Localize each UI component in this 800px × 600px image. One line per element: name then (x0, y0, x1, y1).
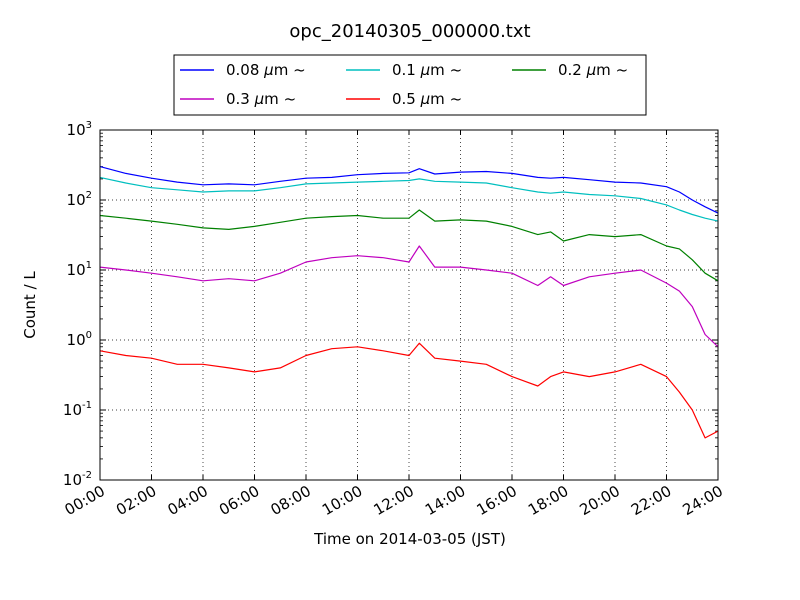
y-tick-label: 10-1 (63, 400, 92, 419)
x-tick-label: 08:00 (268, 482, 314, 519)
x-tick-label: 10:00 (319, 482, 365, 519)
series-line-4 (99, 342, 719, 439)
x-tick-label: 14:00 (422, 482, 468, 519)
x-axis-label: Time on 2014-03-05 (JST) (313, 530, 506, 548)
plot-background (100, 130, 718, 480)
x-tick-label: 24:00 (680, 482, 726, 519)
legend-entry-4: 0.5 μm ~ (392, 90, 462, 108)
legend-entry-1: 0.1 μm ~ (392, 61, 462, 79)
legend-box (173, 54, 647, 116)
legend: 0.08 μm ~ 0.1 μm ~ 0.2 μm ~ 0.3 μm ~ 0.5 μm … (173, 54, 647, 116)
series-line-3 (99, 245, 719, 348)
x-tick-label: 06:00 (216, 482, 262, 519)
series-line-1 (99, 176, 719, 222)
legend-entry-3: 0.3 μm ~ (226, 90, 296, 108)
legend-entry-0: 0.08 μm ~ (226, 61, 306, 79)
y-tick-label: 102 (67, 190, 92, 209)
y-tick-label: 101 (67, 260, 92, 279)
y-tick-label: 103 (67, 120, 92, 139)
x-tick-label: 20:00 (577, 482, 623, 519)
x-tick-label: 12:00 (371, 482, 417, 519)
series-line-2 (99, 209, 719, 282)
x-tick-label: 18:00 (525, 482, 571, 519)
legend-entry-2: 0.2 μm ~ (558, 61, 628, 79)
y-tick-label: 10-2 (63, 470, 92, 489)
plot-frame (99, 129, 719, 481)
x-tick-label: 04:00 (165, 482, 211, 519)
plot-area: 00:00 02:00 04:00 06:00 08:00 10:00 12:00 14:00… (62, 120, 726, 519)
y-axis-label: Count / L (21, 271, 39, 339)
x-tick-label: 22:00 (628, 482, 674, 519)
y-tick-label: 100 (67, 330, 92, 349)
x-tick-label: 16:00 (474, 482, 520, 519)
series-line-0 (99, 166, 719, 214)
chart-title: opc_20140305_000000.txt (289, 21, 530, 42)
x-tick-label: 02:00 (113, 482, 159, 519)
